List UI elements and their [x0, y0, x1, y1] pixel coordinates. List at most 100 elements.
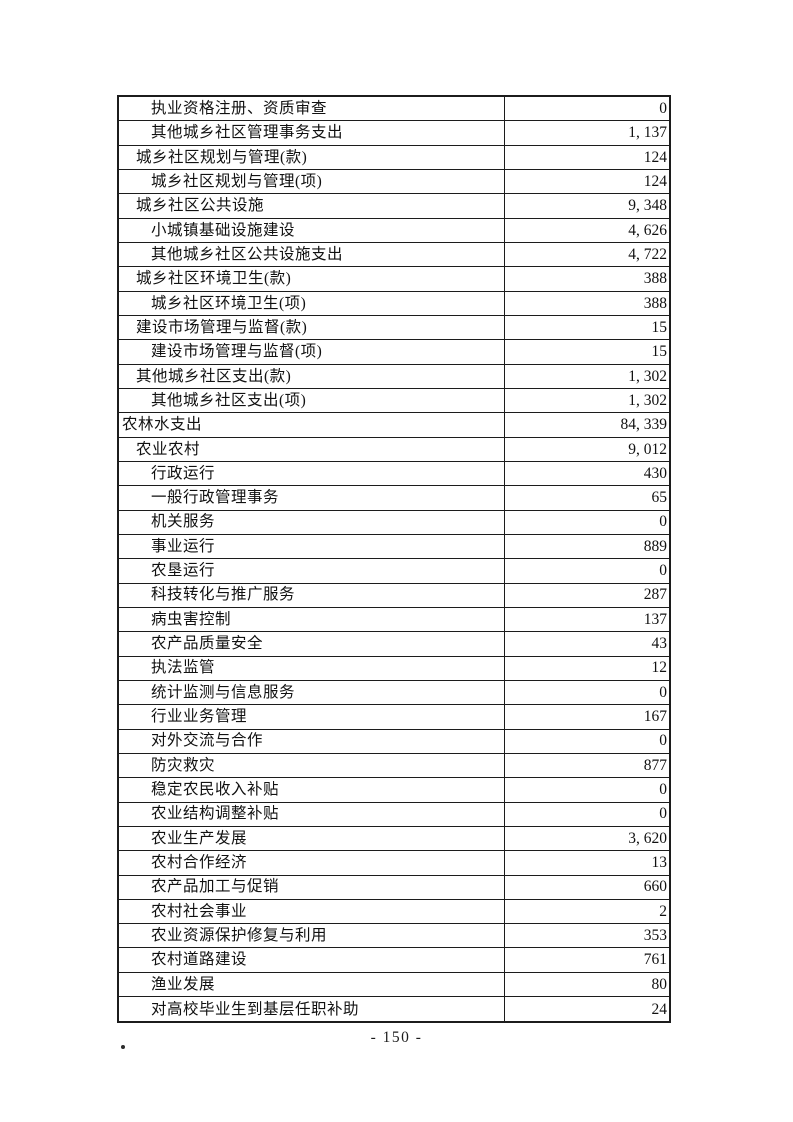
row-label: 病虫害控制 — [119, 607, 505, 632]
table-row: 行政运行 430 — [119, 461, 669, 487]
table-row: 城乡社区规划与管理(项) 124 — [119, 169, 669, 195]
table-row: 农业结构调整补贴 0 — [119, 802, 669, 827]
row-value: 137 — [643, 610, 667, 628]
row-value: 0 — [659, 99, 667, 117]
table-row: 一般行政管理事务 65 — [119, 486, 669, 511]
row-label: 城乡社区公共设施 — [119, 194, 505, 218]
row-value: 4, 626 — [628, 221, 667, 239]
row-label: 农产品加工与促销 — [119, 875, 505, 899]
row-value: 0 — [659, 562, 667, 580]
table-row: 执业资格注册、资质审查 0 — [119, 97, 669, 122]
row-label: 城乡社区规划与管理(项) — [119, 169, 505, 194]
row-label: 执法监管 — [119, 656, 505, 680]
row-value: 24 — [651, 1000, 668, 1018]
row-value: 43 — [651, 635, 668, 653]
row-value: 9, 348 — [628, 197, 667, 215]
table-row: 病虫害控制 137 — [119, 607, 669, 633]
row-label: 稳定农民收入补贴 — [119, 778, 505, 802]
table-row: 农业农村 9, 012 — [119, 437, 669, 462]
row-value: 2 — [659, 902, 667, 920]
row-label: 执业资格注册、资质审查 — [119, 97, 505, 121]
row-value: 660 — [643, 878, 667, 896]
row-value: 0 — [659, 805, 667, 823]
page-number: - 150 - — [370, 1029, 423, 1046]
table-row: 农垦运行 0 — [119, 559, 669, 584]
table-row: 其他城乡社区支出(款) 1, 302 — [119, 364, 669, 389]
table-row: 机关服务 0 — [119, 510, 669, 535]
row-value: 761 — [643, 951, 667, 969]
row-label: 农业结构调整补贴 — [119, 802, 505, 826]
row-value: 124 — [643, 172, 667, 190]
row-value: 877 — [643, 756, 667, 774]
table-row: 建设市场管理与监督(款) 15 — [119, 315, 669, 341]
table-row: 稳定农民收入补贴 0 — [119, 778, 669, 803]
row-label: 其他城乡社区管理事务支出 — [119, 121, 505, 145]
row-value: 0 — [659, 732, 667, 750]
row-value: 4, 722 — [628, 245, 667, 263]
row-value: 1, 137 — [628, 124, 667, 142]
row-value: 15 — [651, 318, 668, 336]
row-label: 其他城乡社区支出(款) — [119, 364, 505, 388]
table-row: 城乡社区环境卫生(款) 388 — [119, 267, 669, 292]
table-row: 对外交流与合作 0 — [119, 729, 669, 754]
table-row: 城乡社区规划与管理(款) 124 — [119, 145, 669, 170]
row-value: 0 — [659, 513, 667, 531]
row-value: 13 — [651, 854, 668, 872]
row-value: 287 — [643, 586, 667, 604]
row-label: 行政运行 — [119, 461, 505, 486]
row-label: 其他城乡社区公共设施支出 — [119, 242, 505, 267]
table-row: 事业运行 889 — [119, 534, 669, 560]
table-row: 执法监管 12 — [119, 656, 669, 681]
row-value: 353 — [643, 927, 667, 945]
row-value: 84, 339 — [620, 416, 668, 434]
row-label: 建设市场管理与监督(项) — [119, 340, 505, 364]
row-label: 城乡社区环境卫生(款) — [119, 267, 505, 291]
row-value: 65 — [651, 489, 668, 507]
row-label: 农林水支出 — [119, 413, 505, 437]
table-row: 城乡社区环境卫生(项) 388 — [119, 291, 669, 316]
table-row: 农村合作经济 13 — [119, 851, 669, 876]
row-label: 科技转化与推广服务 — [119, 583, 505, 607]
row-value: 0 — [659, 781, 667, 799]
row-value: 9, 012 — [628, 440, 667, 458]
table-row: 农产品加工与促销 660 — [119, 875, 669, 900]
row-label: 农产品质量安全 — [119, 632, 505, 656]
row-label: 行业业务管理 — [119, 705, 505, 729]
row-value: 1, 302 — [628, 391, 667, 409]
row-label: 农村道路建设 — [119, 948, 505, 972]
table-row: 农林水支出 84, 339 — [119, 413, 669, 438]
row-label: 对外交流与合作 — [119, 729, 505, 753]
row-value: 388 — [643, 294, 667, 312]
row-value: 124 — [643, 148, 667, 166]
row-value: 889 — [643, 537, 667, 555]
table-row: 其他城乡社区公共设施支出 4, 722 — [119, 242, 669, 268]
table-row: 农村道路建设 761 — [119, 948, 669, 973]
row-label: 一般行政管理事务 — [119, 486, 505, 510]
table-row: 其他城乡社区管理事务支出 1, 137 — [119, 121, 669, 146]
table-row: 统计监测与信息服务 0 — [119, 680, 669, 706]
row-value: 15 — [651, 343, 668, 361]
row-label: 统计监测与信息服务 — [119, 680, 505, 705]
row-label: 农村社会事业 — [119, 899, 505, 924]
table-row: 农村社会事业 2 — [119, 899, 669, 925]
table-row: 其他城乡社区支出(项) 1, 302 — [119, 388, 669, 414]
row-value: 430 — [643, 464, 667, 482]
row-label: 城乡社区环境卫生(项) — [119, 291, 505, 315]
table-row: 农产品质量安全 43 — [119, 632, 669, 657]
row-value: 3, 620 — [628, 829, 667, 847]
table-row: 行业业务管理 167 — [119, 705, 669, 730]
table-row: 城乡社区公共设施 9, 348 — [119, 194, 669, 219]
ink-dot-artifact — [121, 1045, 125, 1049]
table-row: 小城镇基础设施建设 4, 626 — [119, 218, 669, 243]
row-label: 农垦运行 — [119, 559, 505, 583]
table-row: 建设市场管理与监督(项) 15 — [119, 340, 669, 365]
row-label: 农业资源保护修复与利用 — [119, 924, 505, 948]
row-label: 其他城乡社区支出(项) — [119, 388, 505, 413]
row-value: 388 — [643, 270, 667, 288]
row-value: 0 — [659, 683, 667, 701]
table-row: 科技转化与推广服务 287 — [119, 583, 669, 608]
row-value: 80 — [651, 975, 668, 993]
row-label: 渔业发展 — [119, 972, 505, 997]
row-value: 167 — [643, 708, 667, 726]
